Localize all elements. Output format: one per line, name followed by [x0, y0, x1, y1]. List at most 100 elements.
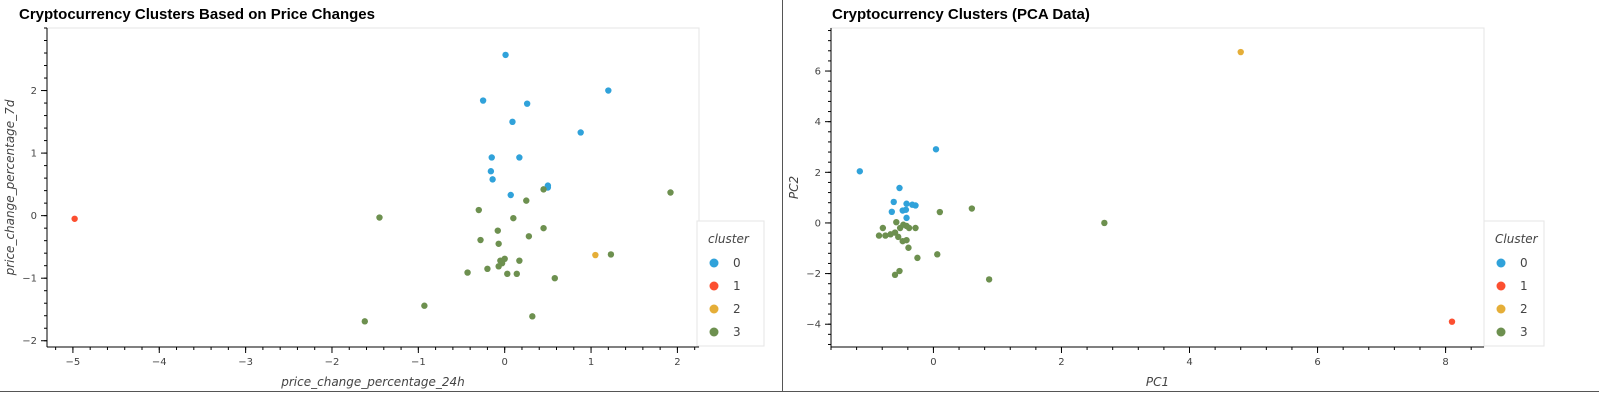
data-point-cluster-3 [504, 270, 511, 278]
data-point-cluster-3 [914, 254, 921, 262]
data-point-cluster-0 [896, 184, 903, 192]
data-point-cluster-0 [912, 202, 919, 209]
data-point-cluster-3 [464, 269, 471, 276]
y-axis-title: PC2 [787, 176, 801, 199]
data-point-cluster-3 [525, 233, 533, 240]
legend-marker-cluster-2 [709, 304, 719, 314]
right-chart-panel: Cryptocurrency Clusters (PCA Data) 0 2 4 6 8… [784, 0, 1599, 392]
data-point-cluster-0 [489, 176, 496, 183]
data-point-cluster-0 [890, 198, 897, 206]
x-tick-label: 6 [1314, 357, 1320, 368]
data-point-cluster-0 [856, 168, 864, 175]
data-point-cluster-3 [494, 227, 501, 234]
data-point-cluster-3 [361, 318, 368, 325]
left-chart-panel: Cryptocurrency Clusters Based on Price C… [0, 0, 782, 392]
data-point-cluster-3 [1101, 219, 1108, 227]
data-point-cluster-3 [891, 271, 899, 279]
data-point-cluster-3 [882, 232, 889, 239]
data-point-cluster-3 [376, 214, 383, 221]
x-tick-label: 8 [1442, 357, 1448, 368]
y-tick-label: 0 [31, 211, 37, 222]
y-tick-label: 4 [815, 117, 821, 128]
legend-marker-cluster-1 [709, 281, 719, 291]
data-point-cluster-3 [529, 313, 536, 320]
legend-marker-cluster-1 [1496, 281, 1506, 291]
data-point-cluster-3 [477, 236, 484, 244]
data-point-cluster-3 [985, 276, 993, 283]
data-point-cluster-3 [879, 224, 887, 232]
x-tick-label: −5 [66, 357, 81, 368]
data-point-cluster-3 [936, 208, 944, 216]
y-tick-label: −1 [22, 274, 37, 285]
legend-marker-cluster-0 [1496, 258, 1506, 268]
data-point-cluster-3 [968, 205, 976, 212]
x-axis-title: price_change_percentage_24h [280, 375, 464, 389]
data-point-cluster-3 [495, 263, 502, 270]
data-point-cluster-0 [479, 97, 487, 104]
data-point-cluster-0 [605, 87, 612, 94]
data-point-cluster-0 [487, 168, 495, 175]
data-point-cluster-3 [510, 214, 517, 222]
data-point-cluster-0 [932, 146, 940, 153]
data-point-cluster-3 [475, 206, 482, 214]
y-axis-title: price_change_percentage_7d [3, 99, 17, 276]
x-tick-label: −1 [411, 357, 426, 368]
y-tick-label: 2 [815, 168, 821, 179]
legend-marker-cluster-0 [709, 258, 719, 268]
y-tick-label: −4 [806, 320, 821, 331]
data-point-cluster-3 [905, 244, 912, 251]
legend-label-cluster-1: 1 [1520, 279, 1528, 293]
bottom-border [0, 391, 1599, 392]
x-tick-label: 0 [502, 357, 508, 368]
data-point-cluster-3 [523, 197, 530, 204]
y-tick-label: 2 [31, 86, 37, 97]
legend-label-cluster-3: 3 [1520, 325, 1528, 339]
data-point-cluster-3 [484, 265, 491, 273]
data-point-cluster-3 [540, 224, 547, 232]
data-point-cluster-3 [421, 302, 428, 309]
data-point-cluster-3 [551, 274, 558, 282]
scatter-chart-price-changes: −5 −4 −3 −2 −1 0 1 2 −2 −1 0 1 2 price_change_percent… [3, 27, 765, 389]
data-point-cluster-3 [607, 251, 615, 258]
data-point-cluster-0 [888, 208, 896, 216]
data-point-cluster-0 [903, 200, 910, 207]
data-point-cluster-1 [1448, 318, 1456, 325]
legend-label-cluster-0: 0 [1520, 256, 1528, 270]
plot-area-frame [46, 27, 700, 348]
legend: Cluster 0 1 2 3 [1483, 220, 1545, 347]
scatter-chart-pca: 0 2 4 6 8 −4 −2 0 2 4 6 PC1 PC2 Cluster 0 1 2 3 [787, 27, 1545, 389]
y-tick-label: 1 [31, 149, 37, 160]
data-point-cluster-3 [495, 240, 502, 247]
legend-title: cluster [708, 232, 750, 246]
x-tick-label: −2 [325, 357, 340, 368]
data-point-cluster-3 [903, 236, 910, 244]
data-point-cluster-3 [540, 186, 547, 193]
legend-label-cluster-2: 2 [733, 302, 741, 316]
legend-label-cluster-0: 0 [733, 256, 741, 270]
data-point-cluster-0 [903, 214, 910, 222]
data-point-cluster-3 [513, 270, 520, 278]
data-point-cluster-3 [934, 251, 941, 258]
data-point-cluster-3 [667, 189, 674, 196]
chart-title: Cryptocurrency Clusters Based on Price C… [19, 6, 375, 23]
legend-marker-cluster-3 [709, 327, 719, 337]
legend-marker-cluster-2 [1496, 304, 1506, 314]
data-point-cluster-3 [896, 267, 903, 275]
y-tick-label: 6 [815, 67, 821, 78]
data-point-cluster-0 [523, 100, 531, 107]
legend-box [1483, 220, 1545, 347]
data-point-cluster-0 [577, 129, 584, 136]
legend-marker-cluster-3 [1496, 327, 1506, 337]
x-tick-label: 4 [1186, 357, 1192, 368]
x-tick-label: 2 [674, 357, 680, 368]
data-point-cluster-3 [516, 257, 523, 264]
x-tick-label: 2 [1058, 357, 1064, 368]
panel-divider [782, 0, 783, 392]
data-point-cluster-2 [1237, 48, 1244, 56]
data-point-cluster-3 [912, 224, 919, 232]
data-point-cluster-0 [507, 191, 514, 199]
data-point-cluster-0 [516, 154, 523, 161]
legend-box [696, 220, 765, 347]
x-axis-title: PC1 [1146, 375, 1169, 389]
data-point-cluster-3 [896, 224, 904, 232]
